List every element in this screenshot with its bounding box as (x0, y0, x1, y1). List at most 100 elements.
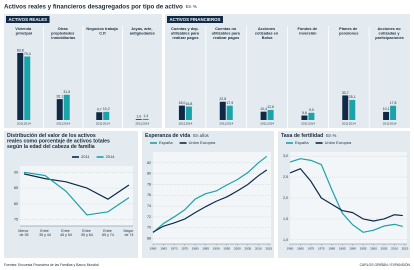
value-label: 30,7 (342, 91, 349, 95)
y-tick-label: 78 (147, 182, 151, 186)
bar (142, 118, 149, 120)
category-label: Negocios trabajo C.P. (86, 26, 119, 35)
x-tick-label: 1970 (171, 246, 178, 250)
value-label: 10,2 (103, 107, 110, 111)
legend-label: España (295, 140, 309, 145)
y-tick-label: 90 (14, 170, 18, 174)
year-label: 2011 (301, 122, 308, 126)
credit: CARLOS GRIÑÁN / EXPANSIÓN (360, 262, 411, 267)
chart-title: Esperanza de vida (145, 133, 190, 139)
bar (17, 52, 24, 120)
bar (219, 101, 226, 120)
bar (56, 99, 63, 120)
legend-label: España (159, 140, 173, 145)
x-tick-label: 1980 (328, 246, 335, 250)
bar (226, 105, 233, 120)
value-label: 9,0 (309, 108, 314, 112)
y-tick-label: 2,0 (283, 196, 288, 200)
bar (308, 112, 315, 120)
series-line (23, 173, 130, 200)
year-label: 2014 (308, 122, 315, 126)
x-tick-label: 2015 (402, 246, 409, 250)
value-label: 17,9 (226, 101, 233, 105)
source: Fuentes: Encuesta Financiera de las Fami… (4, 263, 99, 267)
y-tick-label: 3,0 (283, 154, 288, 158)
bar (301, 115, 308, 120)
category-label: Acciones cotizadas en Bolsa (255, 26, 279, 40)
x-tick-label: Entre 45 y 54 (60, 229, 72, 237)
value-label: 18,0 (179, 101, 186, 105)
legend-label: 2014 (106, 154, 116, 159)
x-tick-label: 1985 (202, 246, 209, 250)
x-tick-label: Entre 65 y 74 (102, 229, 114, 237)
series-line (152, 155, 268, 234)
y-tick-label: 2,5 (283, 175, 288, 179)
year-label: 2011 (17, 122, 24, 126)
x-tick-label: 1985 (339, 246, 346, 250)
value-label: 1,0 (136, 115, 141, 119)
value-label: 16,8 (186, 102, 193, 106)
value-label: 10,1 (383, 107, 390, 111)
bar (24, 56, 31, 120)
page-title: Activos reales y financieros desagregado… (4, 4, 183, 11)
year-label: 2011 (342, 122, 349, 126)
x-tick-label: 1990 (213, 246, 220, 250)
bar (135, 119, 142, 120)
year-label: 2014 (185, 122, 192, 126)
bar (63, 94, 70, 120)
section-title: ACTIVOS REALES (9, 17, 48, 22)
bar (267, 109, 274, 120)
value-label: 22,8 (219, 97, 226, 101)
year-label: 2014 (63, 122, 70, 126)
y-tick-label: 75 (14, 218, 18, 222)
x-tick-label: 2010 (391, 246, 398, 250)
legend-label: Unión Europea (189, 140, 216, 145)
category-label: Vivienda principal (15, 26, 32, 35)
category-label: Fondos de inversión (298, 26, 319, 35)
year-label: 2011 (96, 122, 103, 126)
x-tick-label: 1960 (150, 246, 157, 250)
year-label: 2014 (24, 122, 31, 126)
x-tick-label: 1975 (181, 246, 188, 250)
category-label: Cuentas no utilizables para realizar pag… (212, 26, 241, 40)
category-label: Planes de pensiones (339, 26, 358, 35)
x-tick-label: 1995 (360, 246, 367, 250)
series-line (152, 169, 268, 233)
x-tick-label: Menor de 35 (18, 229, 29, 237)
bar (96, 112, 103, 120)
year-label: 2014 (267, 122, 274, 126)
category-label: Cuentas y dep. utilizables para realizar… (171, 26, 200, 40)
category-label: Joyas, arte, antigüedades (130, 26, 155, 35)
value-label: 31,5 (63, 90, 70, 94)
value-label: 17,8 (390, 101, 397, 105)
series-line (23, 171, 130, 216)
plot-area (20, 166, 133, 226)
value-label: 1,4 (143, 114, 148, 118)
value-label: 79,4 (24, 52, 31, 56)
section-title: ACTIVOS FINANCIEROS (170, 17, 221, 22)
series-line (289, 168, 403, 222)
year-label: 2011 (135, 122, 142, 126)
year-label: 2011 (179, 122, 186, 126)
category-label: Acciones no cotizadas y participaciones (375, 26, 404, 40)
year-label: 2011 (383, 122, 390, 126)
x-tick-label: 1995 (223, 246, 230, 250)
year-label: 2011 (56, 122, 63, 126)
page-unit: En % (186, 4, 197, 9)
y-tick-label: 1,0 (283, 238, 288, 242)
x-tick-label: 1975 (318, 246, 325, 250)
bar (185, 106, 192, 120)
bar (260, 111, 267, 120)
x-tick-label: 1965 (297, 246, 304, 250)
bar (349, 99, 356, 120)
section-tab (6, 16, 50, 23)
x-tick-label: Entre 55 y 64 (81, 229, 93, 237)
chart-unit: En años (193, 133, 208, 138)
value-label: 10,4 (260, 107, 267, 111)
y-tick-label: 82 (147, 161, 151, 165)
chart-title: Distribución del valor de los activos re… (7, 133, 111, 150)
year-label: 2014 (349, 122, 356, 126)
x-tick-label: 1965 (160, 246, 167, 250)
x-tick-label: 1960 (287, 246, 294, 250)
y-tick-label: 74 (147, 204, 151, 208)
